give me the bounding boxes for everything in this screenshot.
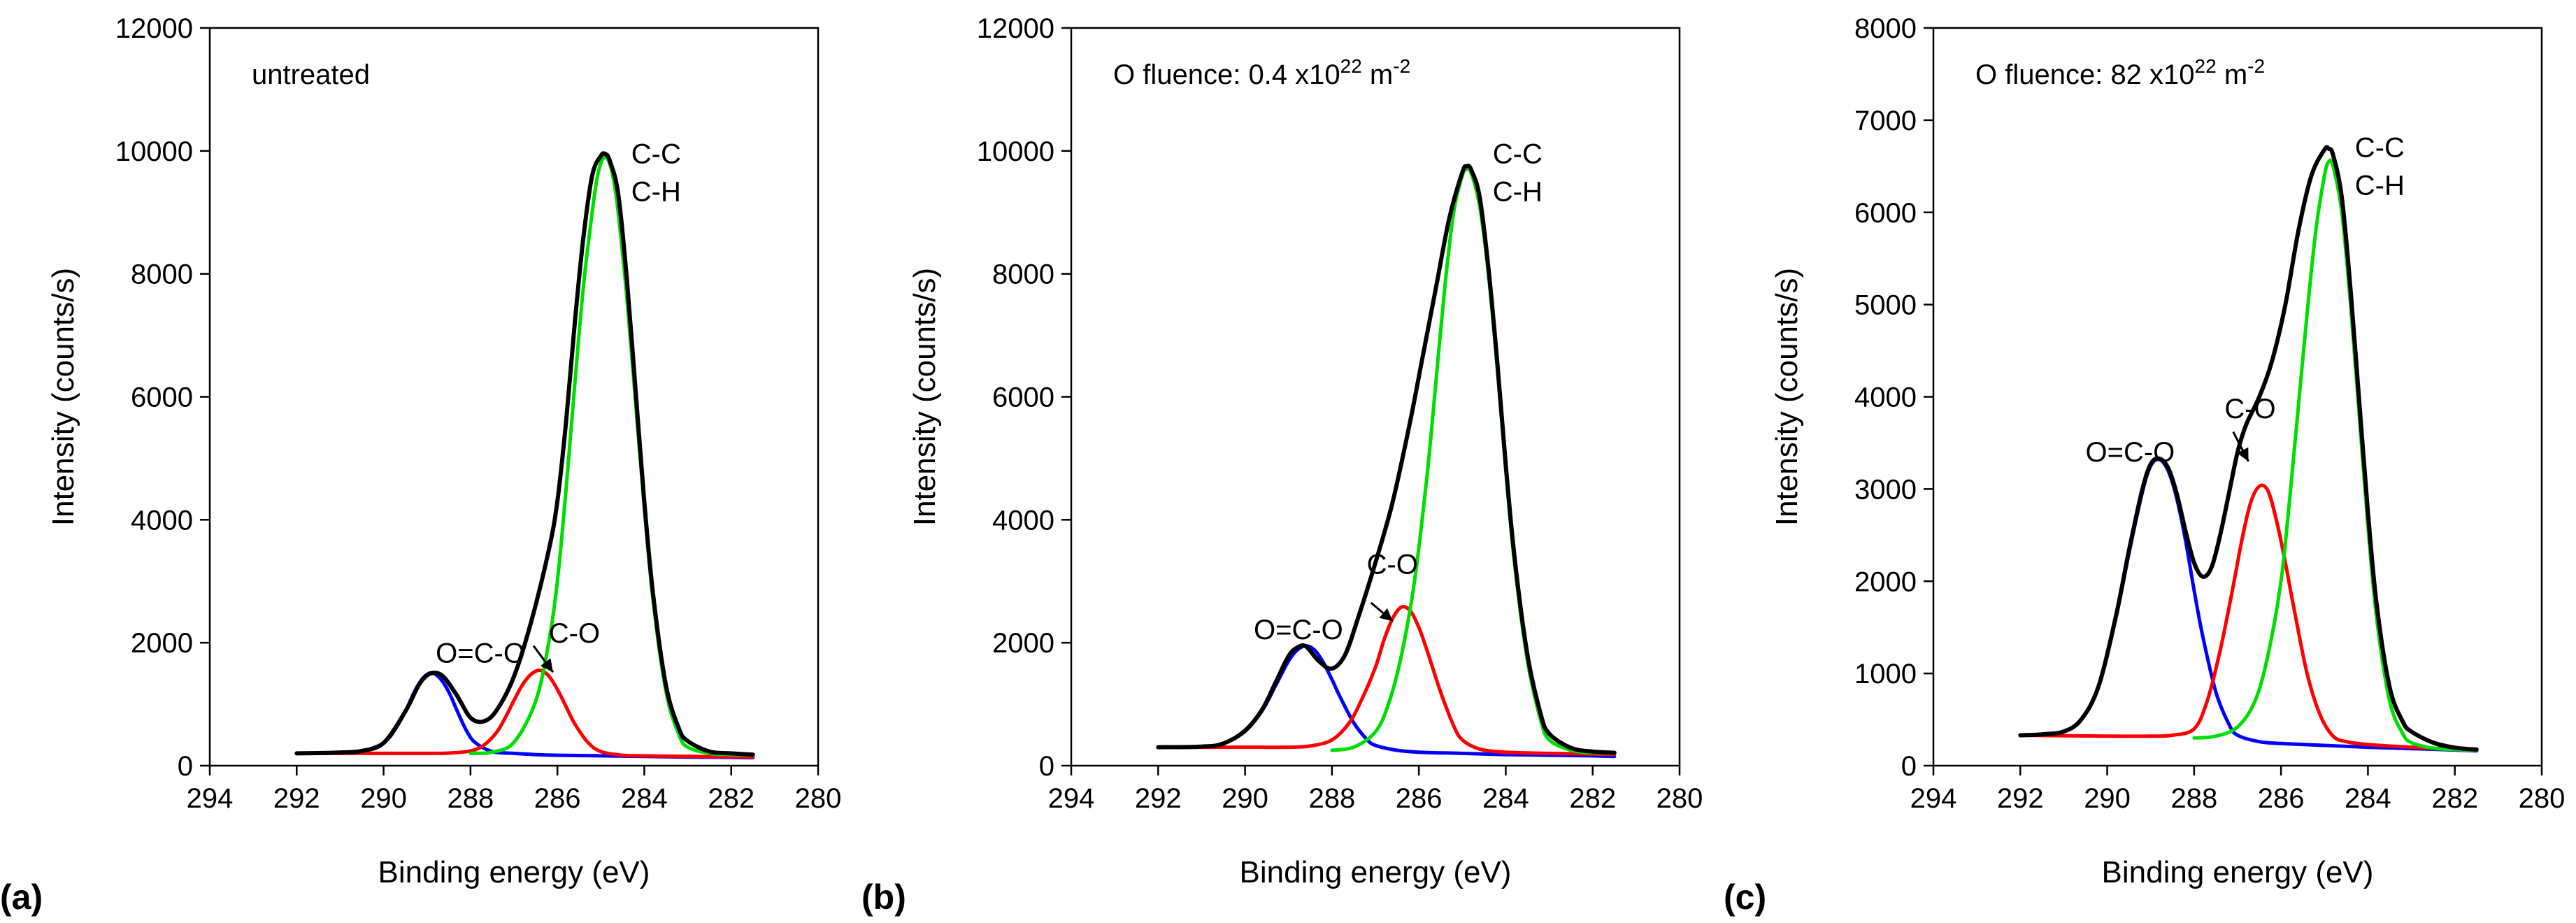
panel-label: (b)	[861, 878, 906, 917]
y-tick-label: 8000	[992, 259, 1054, 290]
y-axis-title: Intensity (counts/s)	[46, 268, 80, 526]
y-tick-label: 6000	[131, 382, 193, 413]
y-tick-label: 2000	[131, 628, 193, 659]
panel-label: (c)	[1724, 878, 1766, 917]
x-tick-label: 286	[2258, 783, 2305, 814]
y-tick-label: 4000	[1854, 382, 1917, 413]
peak-label: O=C-O	[1254, 615, 1343, 645]
x-tick-label: 282	[708, 783, 754, 814]
x-axis-title: Binding energy (eV)	[378, 855, 650, 889]
series-line-o-c-o-component	[1156, 644, 1617, 759]
x-tick-label: 292	[1997, 783, 2044, 814]
x-axis-title: Binding energy (eV)	[1240, 855, 1512, 889]
y-tick-label: 6000	[1854, 198, 1917, 229]
x-tick-label: 290	[2084, 783, 2131, 814]
peak-label: C-O	[549, 618, 600, 649]
plot-frame	[1070, 27, 1681, 767]
panel-label: (a)	[0, 878, 43, 917]
y-tick-label: 8000	[131, 259, 193, 290]
y-tick-label: 10000	[115, 136, 193, 167]
y-tick-label: 2000	[1854, 566, 1917, 597]
y-tick-label: 1000	[1854, 659, 1917, 689]
y-tick-label: 8000	[1854, 13, 1917, 44]
x-tick-label: 280	[795, 783, 842, 814]
series-line-envelope	[2018, 145, 2479, 752]
x-axis-title: Binding energy (eV)	[2102, 855, 2374, 889]
fluence-annotation: O fluence: 0.4 x1022 m-2	[1113, 55, 1410, 90]
series-line-c-c-c-h-component	[2192, 158, 2479, 752]
y-tick-label: 3000	[1854, 474, 1917, 505]
x-tick-label: 292	[1135, 783, 1182, 814]
y-tick-label: 7000	[1854, 106, 1917, 136]
x-tick-label: 290	[1222, 783, 1268, 814]
y-tick-label: 0	[1039, 751, 1054, 782]
x-tick-label: 290	[360, 783, 407, 814]
y-axis-title: Intensity (counts/s)	[908, 268, 942, 526]
x-tick-label: 294	[1048, 783, 1095, 814]
annotation-arrow-head	[2237, 447, 2249, 462]
y-tick-label: 4000	[131, 505, 193, 536]
y-tick-label: 6000	[992, 382, 1054, 413]
y-tick-label: 2000	[992, 628, 1054, 659]
y-tick-label: 12000	[115, 13, 193, 44]
series-line-c-o-component	[2018, 483, 2479, 752]
x-tick-label: 284	[2345, 783, 2391, 814]
peak-label: C-C C-H	[631, 138, 681, 207]
x-tick-label: 284	[1482, 783, 1529, 814]
peak-label: O=C-O	[2086, 437, 2175, 468]
chart-panel-1: 294 292 290 288 286 284 282 280 0 2000 4000 6000 800…	[0, 13, 841, 917]
peak-label: O=C-O	[436, 638, 525, 668]
fluence-annotation: untreated	[252, 59, 370, 90]
series-line-c-o-component	[294, 668, 755, 759]
x-tick-label: 280	[2519, 783, 2566, 814]
peak-label: C-O	[2224, 394, 2275, 424]
series-line-c-o-component	[1156, 605, 1617, 757]
y-tick-label: 12000	[977, 13, 1054, 44]
peak-label: C-O	[1367, 550, 1418, 580]
series-line-envelope	[294, 151, 755, 757]
annotation-arrow-head	[1379, 608, 1393, 622]
x-tick-label: 282	[2431, 783, 2478, 814]
x-tick-label: 288	[2170, 783, 2217, 814]
x-tick-label: 294	[1910, 783, 1957, 814]
annotation-arrow-head	[540, 658, 553, 673]
chart-panel-3: 294 292 290 288 286 284 282 280 0 1000 2000 3000 400…	[1724, 13, 2565, 917]
x-tick-label: 286	[1396, 783, 1443, 814]
x-tick-label: 292	[273, 783, 320, 814]
y-tick-label: 5000	[1854, 290, 1917, 321]
x-tick-label: 280	[1656, 783, 1703, 814]
fluence-annotation: O fluence: 82 x1022 m-2	[1975, 55, 2265, 90]
y-tick-label: 4000	[992, 505, 1054, 536]
x-tick-label: 288	[447, 783, 494, 814]
y-tick-label: 10000	[977, 136, 1054, 167]
y-axis-title: Intensity (counts/s)	[1770, 268, 1804, 526]
y-tick-label: 0	[1901, 751, 1917, 782]
peak-label: C-C C-H	[1493, 138, 1543, 207]
series-line-envelope	[1156, 163, 1617, 755]
x-tick-label: 282	[1569, 783, 1616, 814]
chart-panel-2: 294 292 290 288 286 284 282 280 0 2000 4000 6000 800…	[861, 13, 1703, 917]
y-tick-label: 0	[178, 751, 193, 782]
peak-label: C-C C-H	[2355, 133, 2405, 201]
x-tick-label: 284	[621, 783, 668, 814]
x-tick-label: 288	[1308, 783, 1355, 814]
x-tick-label: 286	[534, 783, 581, 814]
x-tick-label: 294	[187, 783, 234, 814]
